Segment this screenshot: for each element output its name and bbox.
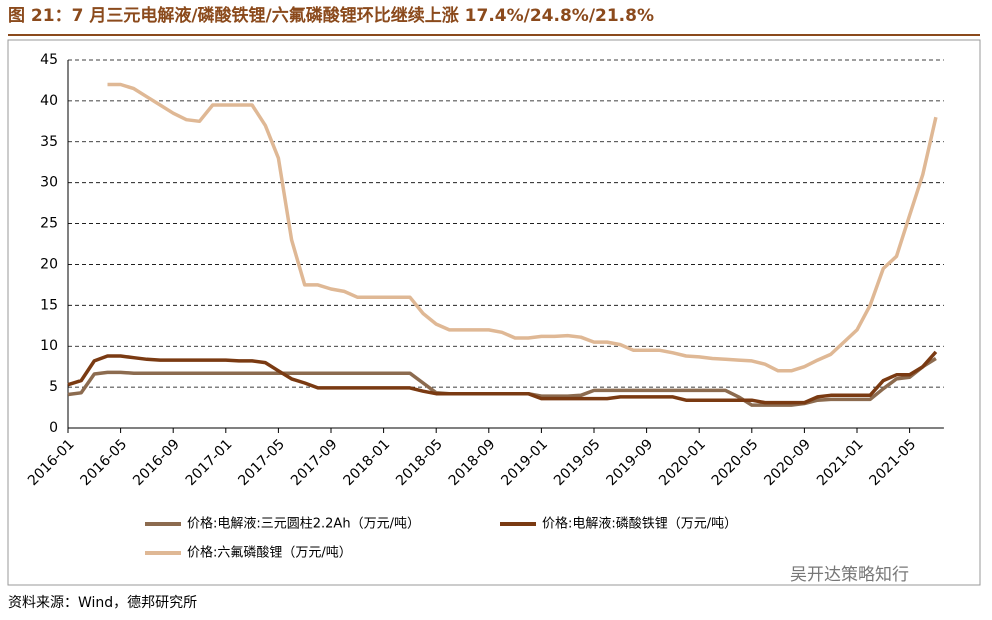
chart-frame [7, 39, 981, 586]
source: 资料来源：Wind，德邦研究所 [8, 595, 197, 611]
y-tick-label: 5 [49, 379, 58, 395]
legend-label: 价格:六氟磷酸锂（万元/吨） [187, 545, 352, 561]
x-tick-label: 2017-01 [183, 436, 236, 489]
x-tick-label: 2018-09 [446, 436, 499, 489]
series-line [107, 82, 938, 373]
y-tick-label: 15 [40, 297, 58, 313]
y-tick-label: 0 [49, 420, 58, 436]
title: 图 21：7 月三元电解液/磷酸铁锂/六氟磷酸锂环比继续上涨 17.4%/24.… [8, 5, 654, 26]
x-tick-label: 2018-05 [393, 436, 446, 489]
y-tick-label: 45 [40, 52, 58, 68]
x-tick-label: 2019-01 [498, 436, 551, 489]
y-tick-label: 30 [40, 175, 58, 191]
y-tick-label: 40 [40, 93, 58, 109]
x-tick-label: 2020-01 [656, 436, 709, 489]
x-tick-label: 2020-09 [761, 436, 814, 489]
x-tick-label: 2019-05 [551, 436, 604, 489]
x-tick-label: 2018-01 [341, 436, 394, 489]
x-tick-label: 2016-01 [25, 436, 78, 489]
legend-label: 价格:电解液:磷酸铁锂（万元/吨） [542, 516, 737, 532]
x-tick-label: 2021-05 [867, 436, 920, 489]
y-tick-label: 10 [40, 338, 58, 354]
y-tick-label: 35 [40, 134, 58, 150]
x-tick-label: 2016-09 [130, 436, 183, 489]
y-tick-label: 25 [40, 216, 58, 232]
x-tick-label: 2016-05 [78, 436, 131, 489]
x-tick-label: 2019-09 [604, 436, 657, 489]
legend-label: 价格:电解液:三元圆柱2.2Ah（万元/吨） [187, 516, 420, 532]
series-line [67, 350, 938, 405]
y-tick-label: 20 [40, 256, 58, 272]
x-tick-label: 2017-05 [235, 436, 288, 489]
x-tick-label: 2020-05 [709, 436, 762, 489]
watermark: 吴开达策略知行 [790, 565, 909, 585]
x-tick-label: 2021-01 [814, 436, 867, 489]
x-tick-label: 2017-09 [288, 436, 341, 489]
